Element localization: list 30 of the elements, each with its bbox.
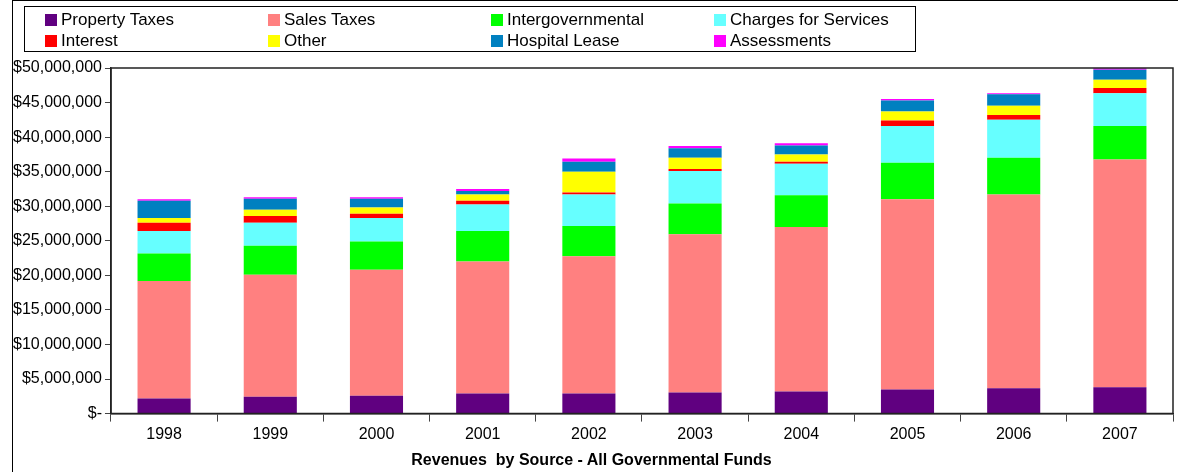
y-tick-label: $45,000,000 xyxy=(12,92,103,110)
y-tick-label: $20,000,000 xyxy=(12,265,103,283)
y-tick-label: $25,000,000 xyxy=(12,231,103,249)
legend-label: Interest xyxy=(61,30,118,51)
x-tick-label: 1999 xyxy=(252,424,289,442)
legend-label: Intergovernmental xyxy=(507,9,645,30)
y-tick-label: $35,000,000 xyxy=(12,162,103,180)
x-tick-label: 2007 xyxy=(1102,424,1138,442)
legend-label: Hospital Lease xyxy=(507,30,620,51)
y-tick-label: $- xyxy=(87,404,102,422)
x-tick-label: 2005 xyxy=(889,424,926,442)
y-tick-label: $5,000,000 xyxy=(21,369,103,387)
y-tick-label: $30,000,000 xyxy=(12,196,103,214)
x-tick-label: 2001 xyxy=(464,424,501,442)
legend-label: Assessments xyxy=(730,30,832,51)
legend-label: Other xyxy=(284,30,327,51)
x-tick-label: 2002 xyxy=(571,424,607,442)
legend-label: Sales Taxes xyxy=(284,9,376,30)
y-tick-label: $10,000,000 xyxy=(12,334,103,352)
x-tick-label: 2003 xyxy=(677,424,713,442)
y-tick-label: $40,000,000 xyxy=(12,127,103,145)
legend-label: Charges for Services xyxy=(730,9,889,30)
x-tick-label: 2006 xyxy=(995,424,1032,442)
x-tick-label: 2000 xyxy=(358,424,395,442)
text: Revenues by Source - All Governmental Funds xyxy=(411,450,772,468)
y-tick-label: $50,000,000 xyxy=(12,58,103,76)
legend-label: Property Taxes xyxy=(61,9,175,30)
y-tick-label: $15,000,000 xyxy=(12,300,103,318)
x-tick-label: 2004 xyxy=(783,424,820,442)
x-tick-label: 1998 xyxy=(146,424,182,442)
